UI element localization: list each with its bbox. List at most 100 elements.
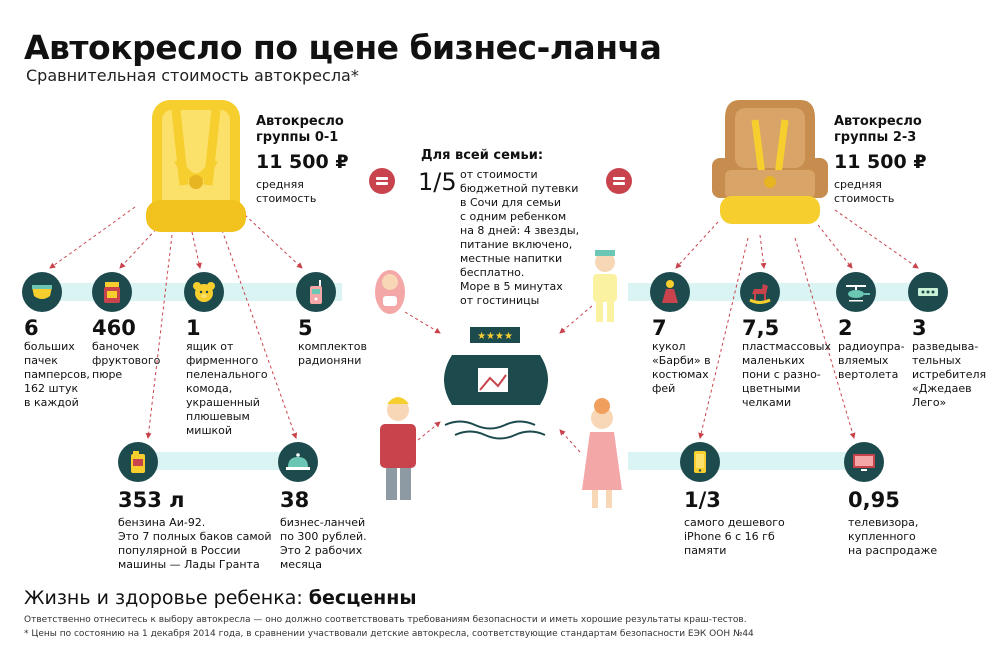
item-line: в каждой [24,396,79,409]
item-line: плюшевым [186,410,250,423]
item-value: 2 [838,316,853,340]
item-line: на распродаже [848,544,938,557]
item-line: памяти [684,544,727,557]
item-line: месяца [280,558,322,571]
item-value: 1 [186,316,201,340]
car-seat-right-illustration [712,100,828,224]
item-line: Это 2 рабочих [280,544,363,557]
item-line: пеленального [186,368,268,381]
item-line: телевизора, [848,516,919,529]
item-lego: 3 разведыва- тельных истребителя «Джедае… [912,316,986,410]
item-line: вертолета [838,368,899,381]
item-line: фей [652,382,676,395]
page-title: Автокресло по цене бизнес-ланча [24,28,662,67]
hotel-illustration: ★★★★ [444,327,548,440]
teddy-bear-icon [184,272,224,312]
family-line: Море в 5 минутах [460,280,563,293]
item-barbie: 7 кукол «Барби» в костюмах фей [652,316,711,396]
item-line: ящик от [186,340,234,353]
item-line: «Джедаев [912,382,972,395]
footer-note-1: Ответственно отнеситесь к выбору автокре… [24,615,747,625]
item-line: пони с разно- [742,368,821,381]
item-heli: 2 радиоупра- вляемых вертолета [838,316,905,382]
item-value: 38 [280,488,310,512]
item-value: 460 [92,316,136,340]
family-line: местные напитки [460,252,563,265]
footer-title-bold: бесценны [308,587,417,609]
item-line: радионяни [298,354,362,367]
item-line: радиоупра- [838,340,905,353]
rocking-horse-icon [740,272,780,312]
seat-left-price: 11 500 ₽ [256,151,349,173]
item-value: 1/3 [684,488,721,512]
seat-left-info: Автокресло группы 0-1 11 500 ₽ средняя с… [256,114,349,206]
item-line: маленьких [742,354,805,367]
footer-title: Жизнь и здоровье ребенка: бесценны [24,586,417,610]
item-value: 7 [652,316,667,340]
seat-left-note-2: стоимость [256,192,317,205]
item-line: вляемых [838,354,889,367]
item-line: бизнес-ланчей [280,516,366,529]
family-line: в Сочи для семьи [460,196,562,209]
seat-right-price: 11 500 ₽ [834,151,927,173]
item-line: тельных [912,354,962,367]
item-monitor: 5 комплектов радионяни [298,316,367,368]
item-pony: 7,5 пластмассовых маленьких пони с разно… [742,316,831,410]
seat-right-title-1: Автокресло [834,114,922,129]
bottom-band-right [628,452,868,470]
item-line: пластмассовых [742,340,831,353]
seat-right-note-1: средняя [834,178,882,191]
family-line: питание включено, [460,238,573,251]
item-lunch: 38 бизнес-ланчей по 300 рублей. Это 2 ра… [280,488,367,572]
baby-monitor-icon [296,272,336,312]
item-fuel: 353 л бензина Аи-92. Это 7 полных баков … [118,488,272,572]
family-line: от стоимости [460,168,538,181]
item-line: Лего» [912,396,947,409]
item-iphone: 1/3 самого дешевого iPhone 6 с 16 гб пам… [684,488,785,558]
lego-fighter-icon [908,272,948,312]
item-value: 3 [912,316,927,340]
jar-icon [92,272,132,312]
family-heading: Для всей семьи: [421,148,544,163]
item-line: iPhone 6 с 16 гб [684,530,775,543]
family-line: бесплатно. [460,266,525,279]
item-line: фруктового [92,354,161,367]
item-tv: 0,95 телевизора, купленного на распродаж… [848,488,937,558]
man-illustration [380,397,416,500]
item-value: 5 [298,316,313,340]
bottom-band-left [140,452,300,470]
item-line: 162 штук [24,382,79,395]
item-line: по 300 рублей. [280,530,367,543]
family-description: от стоимости бюджетной путевки в Сочи дл… [460,168,579,308]
item-diapers: 6 больших пачек памперсов, 162 штук в ка… [24,316,90,410]
item-line: комода, [186,382,233,395]
item-line: машины — Лады Гранта [118,558,260,571]
item-line: костюмах [652,368,709,381]
item-line: цветными [742,382,801,395]
boy-illustration [593,250,617,322]
item-line: бензина Аи-92. [118,516,206,529]
page-subtitle: Сравнительная стоимость автокресла* [26,66,359,85]
smartphone-icon [680,442,720,482]
family-line: бюджетной путевки [460,182,579,195]
helicopter-icon [836,272,876,312]
baby-illustration [375,270,405,314]
family-line: на 8 дней: 4 звезды, [460,224,580,237]
item-line: купленного [848,530,916,543]
diaper-icon [22,272,62,312]
item-line: больших [24,340,75,353]
family-fraction: 1/5 [418,168,457,196]
fuel-canister-icon [118,442,158,482]
item-line: фирменного [186,354,259,367]
item-line: памперсов, [24,368,90,381]
family-line: с одним ребенком [460,210,567,223]
item-line: кукол [652,340,686,353]
car-seat-left-illustration [146,100,246,232]
svg-text:★★★★: ★★★★ [477,331,513,342]
woman-illustration [582,398,622,508]
item-value: 7,5 [742,316,780,340]
item-value: 353 л [118,488,185,512]
seat-right-title-2: группы 2-3 [834,130,917,145]
item-line: комплектов [298,340,367,353]
seat-left-note-1: средняя [256,178,304,191]
